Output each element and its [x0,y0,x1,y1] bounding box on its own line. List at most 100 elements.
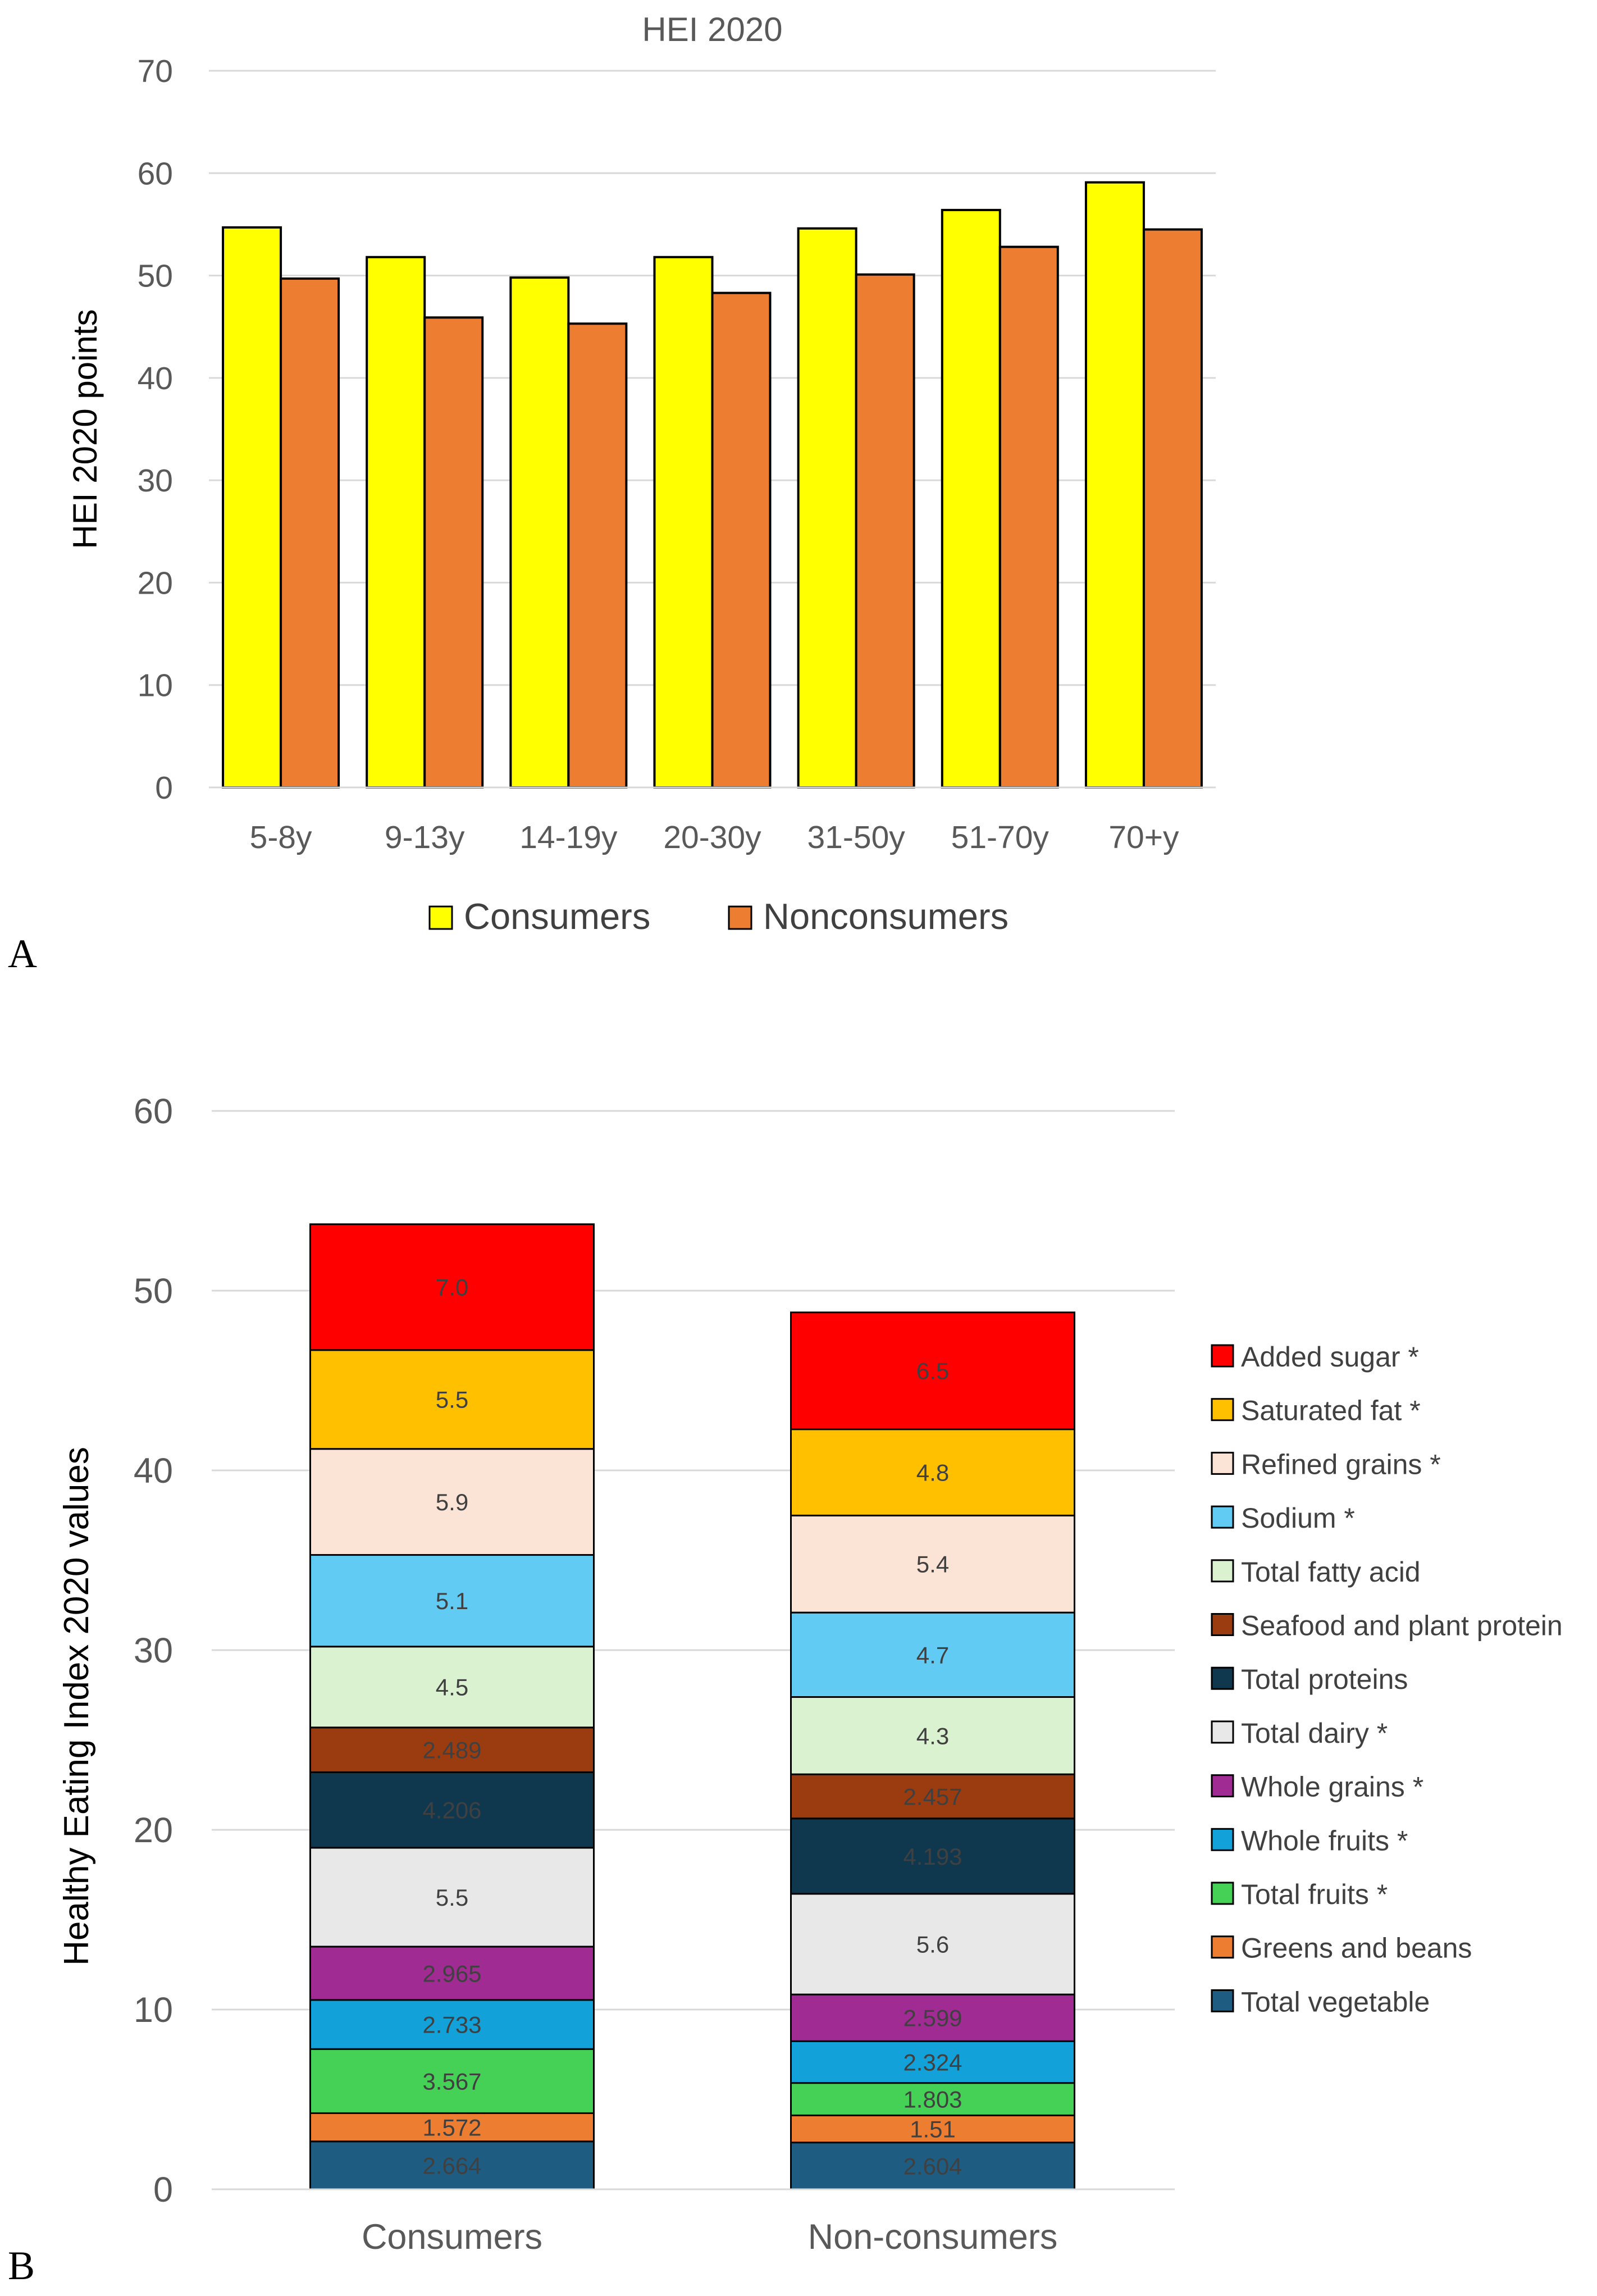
legend-label-nonconsumers: Nonconsumers [763,896,1009,937]
legend-swatch-whole-grains [1211,1774,1234,1798]
x-tick-label: 5-8y [250,819,312,855]
legend-swatch-greens-and-beans [1211,1935,1234,1959]
segment-label-whole-grains-consumers: 2.965 [422,1960,481,1987]
y-tick-label: 10 [138,668,173,704]
x-tick-label: 14-19y [519,819,618,855]
bar-consumers-9-13y [366,256,426,789]
segment-total-proteins-non-consumers [790,1817,1075,1895]
segment-whole-fruits-consumers [309,1999,595,2050]
legend-swatch-total-dairy [1211,1720,1234,1744]
x-tick-label: 9-13y [385,819,465,855]
segment-total-vegetable-non-consumers [790,2142,1075,2190]
legend-swatch-nonconsumers [728,905,752,930]
legend-swatch-total-proteins [1211,1666,1234,1690]
segment-sodium-non-consumers [790,1611,1075,1698]
legend-swatch-saturated-fat [1211,1398,1234,1422]
segment-seafood-and-plant-protein-consumers [309,1726,595,1773]
legend-swatch-seafood-and-plant-protein [1211,1613,1234,1636]
legend-label-total-dairy: Total dairy * [1241,1718,1388,1749]
segment-label-greens-and-beans-non-consumers: 1.51 [910,2116,956,2143]
segment-label-total-fatty-acid-non-consumers: 4.3 [916,1723,949,1749]
segment-label-total-proteins-consumers: 4.206 [422,1797,481,1824]
chart-a-hei-2020-by-age: HEI 2020 0 10 20 30 40 50 60 70 HEI 2020 points 5-… [8,11,1216,976]
y-tick-label: 10 [134,1990,173,2030]
segment-whole-grains-consumers [309,1946,595,2001]
segment-label-added-sugar-consumers: 7.0 [436,1274,468,1301]
legend-label-seafood-and-plant-protein: Seafood and plant protein [1241,1610,1563,1642]
legend-swatch-total-fruits [1211,1882,1234,1905]
segment-label-seafood-and-plant-protein-consumers: 2.489 [422,1737,481,1764]
y-tick-label: 60 [138,156,173,192]
chart-title: HEI 2020 [642,11,782,48]
x-tick-label: Non-consumers [808,2217,1058,2257]
segment-label-whole-fruits-consumers: 2.733 [422,2012,481,2038]
bar-consumers-14-19y [509,276,570,789]
legend-label-whole-grains: Whole grains * [1241,1771,1423,1803]
x-tick-label: 20-30y [663,819,761,855]
segment-refined-grains-consumers [309,1448,595,1556]
segment-label-total-fruits-consumers: 3.567 [422,2068,481,2094]
segment-label-total-fruits-non-consumers: 1.803 [903,2087,962,2113]
segment-whole-fruits-non-consumers [790,2040,1075,2084]
bar-consumers-51-70y [941,208,1001,789]
legend-label-total-fruits: Total fruits * [1241,1879,1388,1910]
segment-total-fatty-acid-non-consumers [790,1696,1075,1775]
legend-swatch-sodium [1211,1505,1234,1529]
y-tick-label: 20 [138,565,173,601]
segment-label-sodium-non-consumers: 4.7 [916,1642,949,1668]
bar-nonconsumers-70-y [1142,228,1203,789]
segment-total-fruits-non-consumers [790,2082,1075,2116]
y-tick-label: 40 [138,361,173,397]
segment-label-greens-and-beans-consumers: 1.572 [422,2115,481,2141]
y-tick-label: 70 [138,53,173,89]
bar-nonconsumers-51-70y [998,245,1059,789]
y-tick-label: 20 [134,1811,173,1850]
segment-saturated-fat-non-consumers [790,1428,1075,1516]
segment-label-whole-fruits-non-consumers: 2.324 [903,2049,962,2075]
legend-label-consumers: Consumers [464,896,650,937]
segment-seafood-and-plant-protein-non-consumers [790,1773,1075,1820]
segment-label-total-fatty-acid-consumers: 4.5 [436,1674,468,1701]
segment-label-total-dairy-non-consumers: 5.6 [916,1931,949,1958]
legend-label-added-sugar: Added sugar * [1241,1341,1419,1373]
segment-total-fruits-consumers [309,2048,595,2114]
y-tick-label: 0 [155,770,173,806]
legend-label-total-proteins: Total proteins [1241,1664,1408,1695]
legend-label-total-vegetable: Total vegetable [1241,1986,1430,2017]
segment-greens-and-beans-non-consumers [790,2114,1075,2144]
bar-nonconsumers-20-30y [711,291,772,789]
legend-label-refined-grains: Refined grains * [1241,1448,1441,1480]
segment-label-total-proteins-non-consumers: 4.193 [903,1843,962,1870]
segment-total-fatty-acid-consumers [309,1646,595,1729]
segment-label-total-vegetable-consumers: 2.664 [422,2152,481,2179]
y-axis-title: Healthy Eating Index 2020 values [57,1447,96,1966]
legend-label-sodium: Sodium * [1241,1502,1355,1534]
bar-consumers-20-30y [653,256,714,789]
segment-total-dairy-non-consumers [790,1893,1075,1996]
segment-label-whole-grains-non-consumers: 2.599 [903,2005,962,2031]
bar-nonconsumers-5-8y [280,277,340,789]
x-tick-label: 70+y [1108,819,1179,855]
segment-label-added-sugar-non-consumers: 6.5 [916,1358,949,1384]
segment-label-refined-grains-consumers: 5.9 [436,1489,468,1515]
bar-consumers-5-8y [222,226,282,789]
segment-added-sugar-non-consumers [790,1311,1075,1431]
legend-label-greens-and-beans: Greens and beans [1241,1933,1472,1964]
legend-label-saturated-fat: Saturated fat * [1241,1395,1421,1427]
y-tick-label: 30 [138,463,173,499]
bar-consumers-70-y [1084,181,1145,789]
legend-swatch-added-sugar [1211,1344,1234,1368]
segment-label-saturated-fat-non-consumers: 4.8 [916,1460,949,1486]
segment-label-total-dairy-consumers: 5.5 [436,1884,468,1911]
segment-total-dairy-consumers [309,1847,595,1948]
legend-swatch-consumers [428,905,453,930]
bar-consumers-31-50y [797,227,857,789]
legend-swatch-total-fatty-acid [1211,1559,1234,1583]
segment-label-refined-grains-non-consumers: 5.4 [916,1551,949,1578]
bar-nonconsumers-9-13y [423,316,484,789]
segment-label-total-vegetable-non-consumers: 2.604 [903,2153,962,2179]
segment-added-sugar-consumers [309,1223,595,1351]
bar-nonconsumers-31-50y [855,273,915,789]
y-tick-label: 40 [134,1451,173,1491]
x-tick-label: 31-50y [807,819,905,855]
